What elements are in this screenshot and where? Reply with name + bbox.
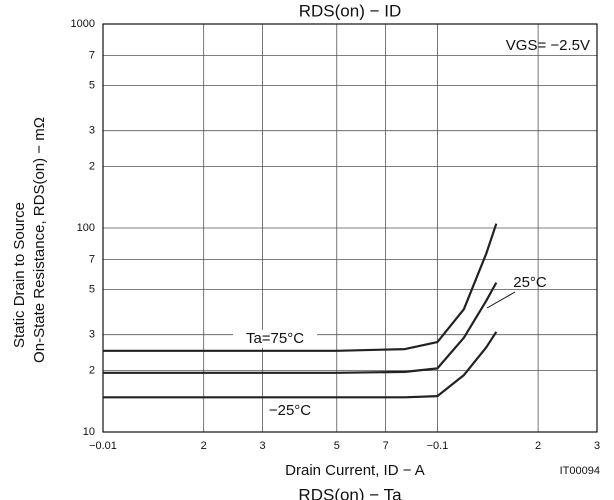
series-label: 25°C (513, 274, 547, 291)
y-tick-label: 1000 (71, 18, 95, 30)
label-bg (233, 329, 317, 348)
y-axis-label: On-State Resistance, RDS(on) − mΩ (31, 117, 48, 363)
x-tick-label: 5 (334, 440, 340, 452)
y-tick-label: 7 (89, 50, 95, 62)
data-line (103, 282, 498, 374)
x-tick-label: 3 (594, 440, 600, 452)
data-line (103, 223, 498, 352)
y-tick-label: 10 (83, 426, 95, 438)
y-tick-label: 2 (89, 160, 95, 172)
plot-frame (102, 23, 598, 433)
x-tick-label: 7 (383, 440, 389, 452)
x-tick-label: 2 (201, 440, 207, 452)
y-tick-label: 2 (89, 364, 95, 376)
pointer (486, 291, 516, 309)
x-tick-label: −0.1 (427, 440, 449, 452)
x-axis-label: Drain Current, ID − A (285, 462, 425, 479)
y-tick-label: 100 (77, 222, 95, 234)
x-tick-label: −0.01 (89, 440, 117, 452)
y-tick-label: 5 (89, 283, 95, 295)
y-tick-label: 3 (89, 125, 95, 137)
y-tick-label: 3 (89, 329, 95, 341)
annotation: VGS= −2.5V (506, 37, 590, 54)
x-tick-label: 2 (535, 440, 541, 452)
data-line (103, 331, 498, 399)
x-tick-label: 3 (260, 440, 266, 452)
annotation: IT00094 (560, 465, 600, 477)
series-label: −25°C (269, 402, 311, 419)
chart-subtitle: RDS(on) − Ta (298, 485, 402, 500)
y-tick-label: 7 (89, 254, 95, 266)
y-tick-label: 5 (89, 79, 95, 91)
series-label: Ta=75°C (246, 330, 304, 347)
chart-title: RDS(on) − ID (299, 1, 402, 20)
y-axis-label: Static Drain to Source (11, 202, 28, 348)
